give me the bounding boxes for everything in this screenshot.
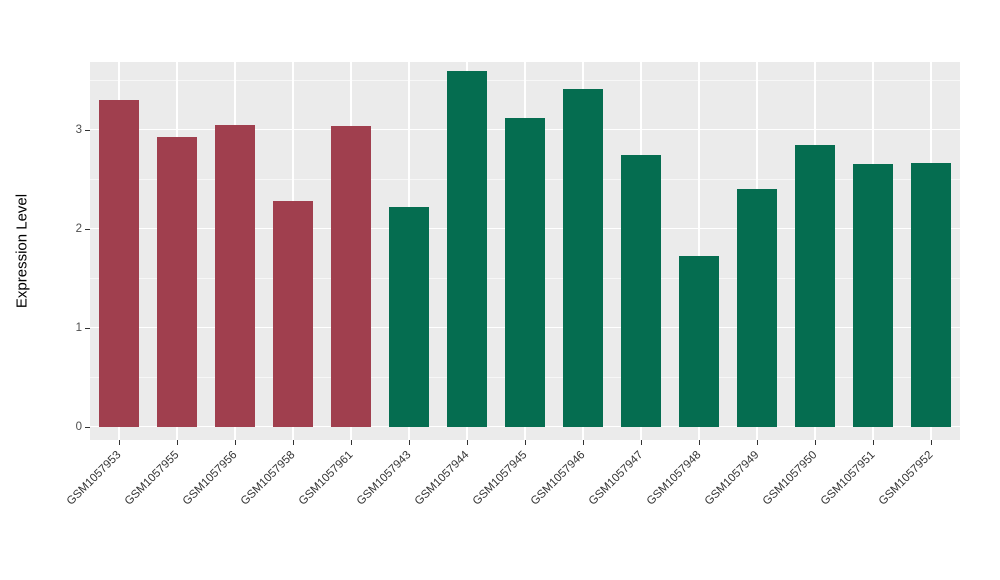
y-tick-mark: [85, 427, 90, 428]
x-tick-mark: [467, 440, 468, 445]
x-tick-mark: [873, 440, 874, 445]
bar-GSM1057953: [99, 100, 139, 427]
x-tick-label: GSM1057946: [528, 449, 588, 508]
y-tick-label: 1: [75, 322, 82, 334]
x-tick-mark: [119, 440, 120, 445]
x-tick-label: GSM1057950: [760, 449, 820, 508]
x-tick-mark: [409, 440, 410, 445]
x-tick-label: GSM1057951: [818, 449, 878, 508]
bar-GSM1057955: [157, 136, 197, 427]
y-tick-label: 3: [75, 124, 82, 136]
plot-area: [90, 62, 960, 440]
bar-GSM1057950: [795, 144, 835, 427]
y-tick-mark: [85, 130, 90, 131]
x-tick-mark: [699, 440, 700, 445]
bar-GSM1057947: [621, 154, 661, 427]
x-tick-label: GSM1057943: [354, 449, 414, 508]
x-tick-mark: [525, 440, 526, 445]
x-tick-label: GSM1057947: [586, 449, 646, 508]
x-tick-label: GSM1057949: [702, 449, 762, 508]
x-tick-label: GSM1057953: [64, 449, 124, 508]
x-tick-mark: [351, 440, 352, 445]
x-tick-mark: [177, 440, 178, 445]
bar-GSM1057958: [273, 201, 313, 427]
bar-GSM1057946: [563, 89, 603, 427]
y-axis-title: Expression Level: [13, 193, 31, 309]
bar-GSM1057944: [447, 70, 487, 427]
bar-GSM1057951: [853, 163, 893, 427]
x-tick-label: GSM1057958: [238, 449, 298, 508]
x-tick-mark: [757, 440, 758, 445]
bar-GSM1057952: [911, 162, 951, 427]
x-tick-label: GSM1057952: [876, 449, 936, 508]
x-tick-mark: [641, 440, 642, 445]
y-tick-mark: [85, 229, 90, 230]
bar-GSM1057961: [331, 126, 371, 427]
x-tick-label: GSM1057956: [180, 449, 240, 508]
y-tick-label: 2: [75, 223, 82, 235]
x-tick-label: GSM1057944: [412, 449, 472, 508]
bar-GSM1057948: [679, 255, 719, 427]
x-tick-label: GSM1057948: [644, 449, 704, 508]
y-tick-label: 0: [75, 421, 82, 433]
x-tick-label: GSM1057945: [470, 449, 530, 508]
bar-GSM1057945: [505, 118, 545, 427]
x-tick-mark: [583, 440, 584, 445]
x-tick-label: GSM1057961: [296, 449, 356, 508]
x-tick-label: GSM1057955: [122, 449, 182, 508]
y-tick-mark: [85, 328, 90, 329]
bar-GSM1057943: [389, 207, 429, 427]
x-tick-mark: [931, 440, 932, 445]
x-tick-mark: [293, 440, 294, 445]
gridline-vertical: [698, 62, 700, 440]
x-tick-mark: [815, 440, 816, 445]
bar-GSM1057956: [215, 125, 255, 427]
x-tick-mark: [235, 440, 236, 445]
bar-GSM1057949: [737, 189, 777, 427]
